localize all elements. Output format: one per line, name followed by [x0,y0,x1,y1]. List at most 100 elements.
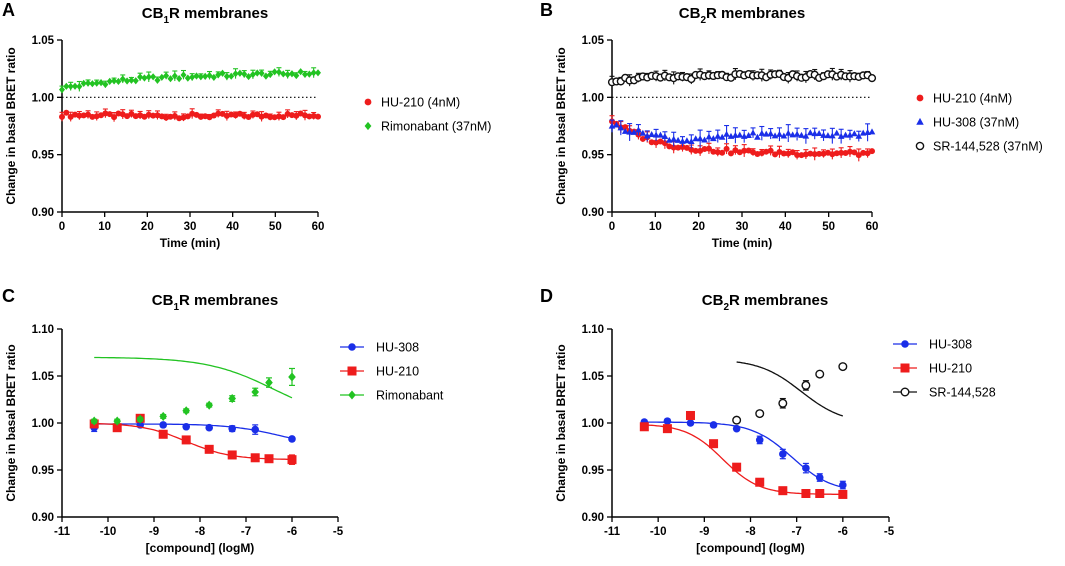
y-tick-label: 1.00 [582,92,604,104]
x-tick-label: -9 [149,526,159,538]
data-point [762,130,770,137]
x-tick-label: 60 [866,221,879,233]
panel-title: CB2R membranes [702,292,828,313]
title-subscript: 1 [173,302,179,313]
y-tick-label: 1.05 [32,371,55,383]
y-tick-label: 1.10 [582,324,604,336]
data-point [264,454,274,464]
x-tick-label: 60 [312,221,325,233]
panel-letter-b: B [540,0,553,20]
data-point [306,70,313,78]
data-point [297,68,304,76]
data-point [745,132,752,139]
data-point [193,72,200,80]
x-tick-label: 50 [822,221,835,233]
y-tick-label: 0.95 [32,465,55,477]
y-tick-label: 1.00 [32,418,54,430]
x-tick-label: 20 [692,221,705,233]
fit-curve [736,361,844,417]
y-tick-label: 1.10 [32,324,54,336]
data-point [271,68,278,76]
data-point [250,453,260,463]
data-point [76,82,83,91]
data-point [820,131,827,138]
data-point [182,422,190,431]
data-point [617,124,625,131]
data-point [685,410,695,420]
panel-letter-a: A [2,0,15,20]
data-point [839,481,847,489]
data-point [833,129,841,136]
data-point [705,133,713,140]
y-tick-label: 0.90 [582,512,604,524]
data-point [838,149,845,156]
data-point [124,77,131,85]
panel-letter-d: D [540,286,553,306]
data-point [182,406,190,416]
panel-letter-c: C [2,286,15,306]
data-point [778,398,788,408]
data-point [621,127,629,134]
data-point [219,69,226,77]
legend-label: SR-144,528 (37nM) [933,140,1043,154]
series-hu-210 [639,410,848,499]
data-point [755,436,764,444]
data-point [793,130,801,137]
data-point [181,435,191,445]
x-tick-label: -11 [54,526,71,538]
data-point [72,82,79,90]
data-point [167,75,174,83]
data-point [855,152,862,159]
panel-b: CB2R membranes 0.90 0.95 1.00 1.05 0 10 20 30 40 5… [554,5,1043,250]
data-point [159,411,167,421]
data-point [59,86,65,94]
series-hu-308 [640,417,847,490]
data-point [180,71,187,79]
data-point [661,140,668,147]
series-hu-210-4nm- [59,108,321,122]
data-point [315,69,321,77]
y-tick-label: 0.95 [582,465,605,477]
data-point [275,68,282,76]
data-point [288,435,296,443]
data-point [202,72,209,81]
data-point [241,70,248,78]
data-point [63,82,70,90]
legend-entry: HU-210 [893,362,972,376]
data-point [755,477,765,487]
data-point [701,136,708,143]
y-tick-label: 0.95 [32,150,55,162]
x-axis-label: [compound] (logM) [696,541,805,555]
data-point [723,130,730,137]
legend-label: HU-210 (4nM) [381,96,460,110]
x-tick-label: -9 [699,526,709,538]
data-point [851,130,858,137]
y-axis-label: Change in basal BRET ratio [554,344,568,501]
legend-marker [900,363,910,373]
y-tick-label: 0.90 [32,207,54,219]
legend-entry: HU-308 (37nM) [916,116,1019,130]
data-point [205,423,213,432]
title-subscript: 2 [700,15,706,26]
title-main: CB [142,5,164,22]
data-point [780,150,787,157]
data-point [102,80,109,89]
data-point [661,133,669,140]
data-point [280,114,287,121]
data-point [696,135,704,142]
data-point [132,77,139,85]
x-tick-label: -6 [287,526,297,538]
fit-curve [644,424,843,495]
data-point [613,121,620,128]
data-point [815,129,823,136]
data-point [842,131,849,138]
x-tick-label: -5 [333,526,344,538]
data-point [284,70,291,79]
data-point [802,464,810,472]
data-point [801,489,811,498]
x-tick-label: 20 [141,221,154,233]
legend-marker [901,340,909,348]
data-point [851,149,858,156]
data-point [710,135,717,142]
data-point [811,151,818,158]
